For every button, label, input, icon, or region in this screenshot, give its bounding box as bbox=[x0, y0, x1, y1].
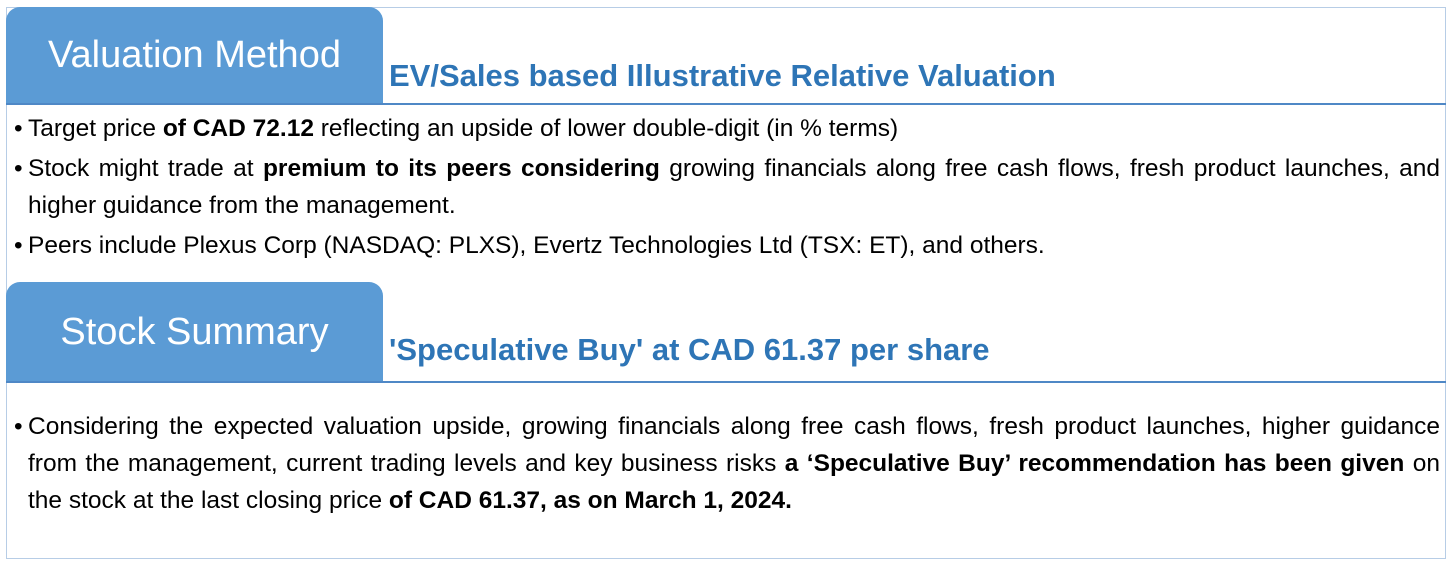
bullet-bold-text: of CAD 61.37, as on March 1, 2024. bbox=[388, 487, 792, 514]
bullet-text: on the stock at the last closing price bbox=[28, 450, 1440, 514]
stock-summary-tab: Stock Summary bbox=[6, 282, 383, 383]
valuation-bullet-list: Target price of CAD 72.12 reflecting an … bbox=[14, 110, 1440, 267]
bullet-text: Stock might trade at bbox=[28, 155, 263, 182]
bullet-bold-text: of CAD 72.12 bbox=[162, 115, 314, 142]
bullet-text: reflecting an upside of lower double-dig… bbox=[313, 115, 899, 142]
valuation-method-tab: Valuation Method bbox=[6, 7, 383, 105]
content-frame bbox=[6, 7, 1446, 559]
list-item: Target price of CAD 72.12 reflecting an … bbox=[14, 110, 1440, 147]
summary-bullet-list: Considering the expected valuation upsid… bbox=[14, 408, 1440, 522]
bullet-text: Target price bbox=[28, 115, 163, 142]
valuation-method-label: Valuation Method bbox=[48, 33, 341, 76]
bullet-text: growing financials along free cash flows… bbox=[28, 155, 1440, 219]
list-item: Peers include Plexus Corp (NASDAQ: PLXS)… bbox=[14, 227, 1440, 264]
list-item: Considering the expected valuation upsid… bbox=[14, 408, 1440, 519]
section-divider bbox=[6, 103, 1446, 105]
list-item: Stock might trade at premium to its peer… bbox=[14, 150, 1440, 224]
bullet-bold-text: premium to its peers considering bbox=[262, 155, 660, 182]
stock-summary-label: Stock Summary bbox=[60, 311, 329, 353]
bullet-text: Considering the expected valuation upsid… bbox=[28, 413, 1440, 477]
bullet-text: Peers include Plexus Corp (NASDAQ: PLXS)… bbox=[28, 232, 1045, 259]
section-divider bbox=[6, 381, 1446, 383]
stock-summary-subtitle: 'Speculative Buy' at CAD 61.37 per share bbox=[389, 332, 990, 367]
valuation-subtitle: EV/Sales based Illustrative Relative Val… bbox=[389, 58, 1056, 93]
bullet-bold-text: a ‘Speculative Buy’ recommendation has b… bbox=[784, 450, 1405, 477]
